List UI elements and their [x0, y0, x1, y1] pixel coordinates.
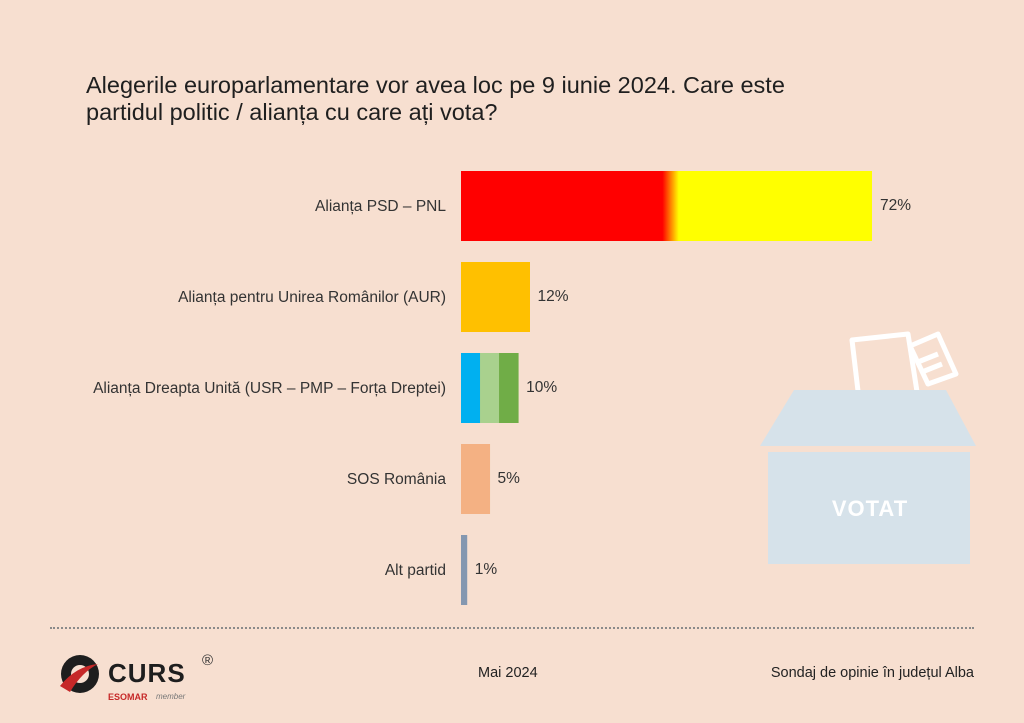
value-label-3: 5%	[497, 470, 520, 487]
footer-divider	[50, 627, 974, 629]
footer-date: Mai 2024	[478, 665, 538, 681]
ballot-lid	[760, 390, 976, 446]
curs-logo: CURS ® ESOMAR member	[58, 652, 258, 712]
value-label-1: 12%	[537, 288, 569, 305]
category-label-0: Alianța PSD – PNL	[315, 197, 446, 215]
value-label-0: 72%	[880, 197, 912, 214]
value-label-4: 1%	[474, 561, 498, 578]
logo-registered-mark: ®	[202, 652, 214, 669]
ballot-label: VOTAT	[831, 496, 909, 521]
bar-4	[461, 535, 468, 605]
category-label-1: Alianța pentru Unirea Românilor (AUR)	[178, 288, 446, 306]
ballot-box-illustration: VOTAT	[760, 328, 980, 568]
bar-1	[461, 262, 530, 332]
chart-title: Alegerile europarlamentare vor avea loc …	[86, 72, 906, 126]
value-label-2: 10%	[526, 379, 558, 396]
category-label-2: Alianța Dreapta Unită (USR – PMP – Forța…	[93, 379, 446, 397]
category-label-4: Alt partid	[384, 561, 446, 579]
bar-3	[461, 444, 491, 514]
logo-member: member	[156, 692, 186, 701]
chart-title-line-2: partidul politic / alianța cu care ați v…	[86, 99, 498, 125]
curs-logo-icon	[60, 655, 99, 693]
footer-source: Sondaj de opinie în județul Alba	[770, 665, 974, 681]
logo-text: CURS	[108, 658, 186, 688]
bar-2-segment-1	[480, 353, 500, 423]
logo-esomar: ESOMAR	[108, 692, 148, 702]
ballot-body	[768, 452, 970, 564]
bar-2-segment-0	[461, 353, 481, 423]
chart-title-line-1: Alegerile europarlamentare vor avea loc …	[86, 72, 785, 98]
bar-0	[461, 171, 872, 241]
ballot-box-icon	[760, 331, 976, 564]
bar-2-segment-2	[499, 353, 519, 423]
category-label-3: SOS România	[346, 470, 446, 488]
